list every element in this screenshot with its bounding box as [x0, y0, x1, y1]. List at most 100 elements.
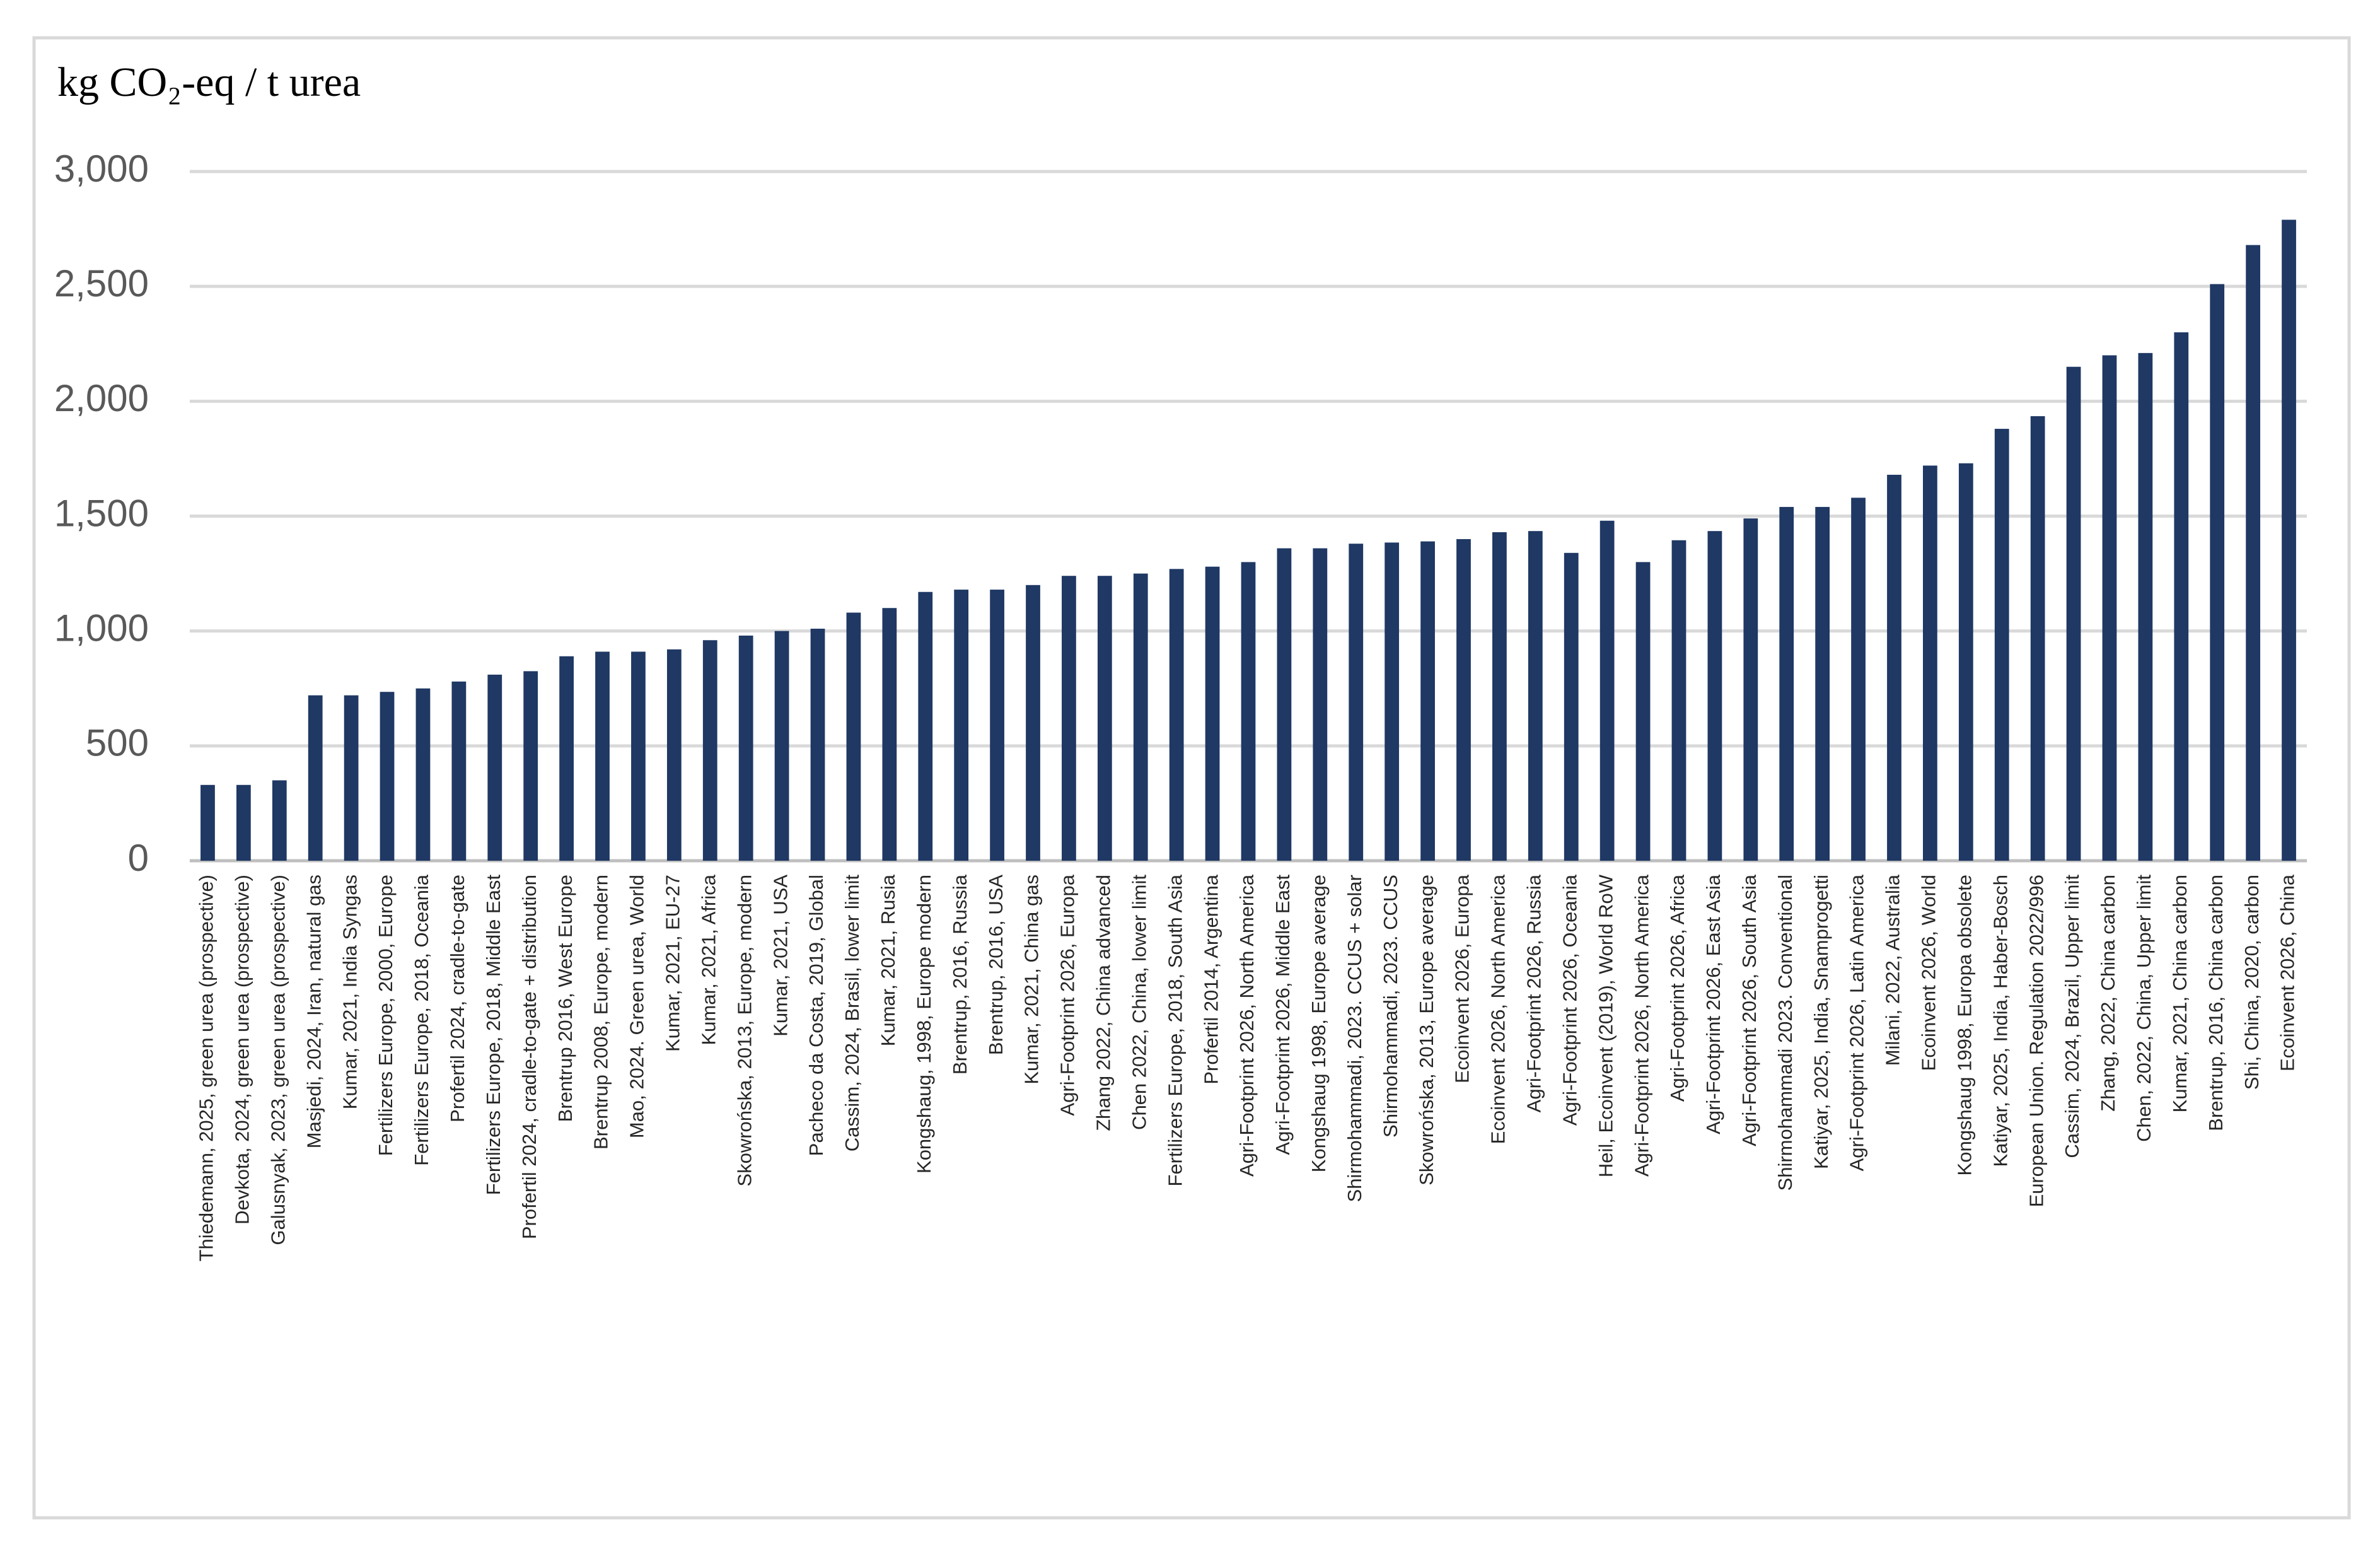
- bar: [918, 591, 933, 861]
- bar: [523, 671, 538, 861]
- bar: [1671, 540, 1686, 861]
- x-tick-label: Mao, 2024. Green urea, World: [626, 875, 648, 1138]
- bar: [774, 631, 789, 861]
- x-tick-label: Agri-Footprint 2026, Middle East: [1272, 875, 1294, 1155]
- x-tick-label: Katiyar, 2025, India, Snamprogetti: [1810, 875, 1832, 1169]
- x-tick-label: Kongshaug 1998, Europe average: [1308, 875, 1330, 1172]
- bar: [1062, 576, 1076, 861]
- bar: [1743, 518, 1758, 861]
- bar: [1456, 539, 1471, 861]
- bar: [1097, 576, 1112, 861]
- x-tick-label: Zhang 2022, China advanced: [1093, 875, 1115, 1131]
- bar: [1420, 541, 1435, 861]
- bar: [1564, 552, 1579, 861]
- bar: [1169, 569, 1184, 861]
- x-tick-label: Heil, Ecoinvent (2019), World RoW: [1594, 874, 1617, 1177]
- bar: [1815, 506, 1830, 861]
- x-tick-label: Devkota, 2024, green urea (prospective): [231, 875, 253, 1225]
- x-tick-label: Shirmohammadi, 2023. CCUS + solar: [1344, 875, 1366, 1202]
- x-tick-label: Kumar, 2021, China gas: [1021, 875, 1043, 1085]
- bar: [666, 649, 682, 861]
- x-tick-label: Agri-Footprint 2026, North America: [1236, 874, 1258, 1177]
- bar: [2102, 355, 2117, 861]
- bar: [1384, 542, 1400, 861]
- x-tick-label: Shirmohammadi 2023. Conventional: [1774, 875, 1796, 1191]
- bar: [1887, 474, 1901, 861]
- bar: [810, 629, 825, 861]
- y-tick-label: 2,000: [54, 377, 149, 419]
- x-tick-label: Kongshaug 1998, Europa obsolete: [1953, 875, 1975, 1175]
- x-tick-label: Galusnyak, 2023, green urea (prospective…: [267, 875, 289, 1245]
- x-tick-label: Fertilizers Europe, 2018, Middle East: [482, 875, 504, 1196]
- bar: [954, 590, 969, 861]
- bar: [2282, 219, 2296, 861]
- x-tick-label: Cassim, 2024, Brasil, lower limit: [841, 875, 863, 1152]
- y-tick-label: 1,000: [54, 607, 149, 649]
- y-tick-label: 0: [128, 837, 149, 879]
- bar: [380, 692, 395, 861]
- x-tick-label: Skowrońska, 2013, Europe, modern: [733, 875, 755, 1187]
- x-tick-label: Agri-Footprint 2026, Latin America: [1846, 874, 1868, 1171]
- x-tick-label: Ecoinvent 2026, Europa: [1451, 874, 1473, 1083]
- x-tick-label: Pacheco da Costa, 2019, Global: [805, 875, 827, 1156]
- x-tick-label: Fertilizers Europe, 2000, Europe: [374, 875, 397, 1156]
- y-tick-label: 1,500: [54, 492, 149, 534]
- x-tick-label: Shi, China, 2020, carbon: [2241, 875, 2263, 1090]
- bar: [2174, 332, 2189, 861]
- x-tick-label: Brentrup, 2016, Russia: [949, 874, 971, 1075]
- x-tick-label: Brentrup, 2016, China carbon: [2205, 875, 2227, 1131]
- x-tick-label: Ecoinvent 2026, World: [1918, 875, 1940, 1071]
- x-tick-label: Brentrup, 2016, USA: [985, 875, 1007, 1055]
- x-tick-label: Katiyar, 2025, India, Haber-Bosch: [1989, 875, 2011, 1167]
- bar: [990, 590, 1004, 861]
- x-tick-label: Agri-Footprint 2026, South Asia: [1738, 874, 1760, 1146]
- bar: [1241, 562, 1256, 861]
- bar: [2066, 366, 2081, 861]
- bar: [487, 674, 502, 861]
- x-tick-label: Ecoinvent 2026, China: [2277, 874, 2299, 1071]
- bar: [2246, 245, 2261, 861]
- x-tick-label: Ecoinvent 2026, North America: [1487, 874, 1509, 1144]
- bar: [2210, 284, 2225, 861]
- bar: [559, 656, 574, 861]
- bar: [1994, 429, 2009, 861]
- x-tick-label: Kumar, 2021, China carbon: [2169, 875, 2191, 1112]
- bar: [631, 651, 646, 861]
- chart-border: [32, 36, 2351, 1520]
- bar: [1133, 573, 1148, 861]
- bar: [595, 651, 610, 861]
- bar: [882, 608, 897, 861]
- bar: [272, 780, 287, 861]
- x-tick-label: Kumar, 2021, India Syngas: [339, 875, 361, 1109]
- x-tick-label: Kongshaug, 1998, Europe modern: [913, 875, 935, 1174]
- x-tick-label: Shirmohammadi, 2023. CCUS: [1379, 875, 1402, 1138]
- x-tick-label: Chen 2022, China, lower limit: [1128, 875, 1150, 1130]
- x-tick-label: Masjedi, 2024, Iran, natural gas: [303, 875, 325, 1148]
- x-tick-label: Skowrońska, 2013, Europe average: [1415, 875, 1437, 1185]
- bar: [344, 695, 359, 861]
- bar: [2138, 352, 2153, 861]
- bar: [1528, 531, 1543, 861]
- bar: [451, 681, 467, 861]
- bar: [415, 688, 431, 861]
- bar: [1958, 463, 1973, 861]
- y-tick-label: 500: [86, 722, 149, 764]
- bar: [738, 635, 753, 861]
- y-tick-label: 2,500: [54, 262, 149, 305]
- bar: [236, 784, 251, 861]
- x-tick-label: Zhang, 2022, China carbon: [2097, 875, 2119, 1112]
- x-tick-label: Brentrup 2008, Europe, modern: [590, 875, 612, 1150]
- x-tick-label: Agri-Footprint 2026, Europa: [1057, 874, 1079, 1115]
- x-tick-label: Agri-Footprint 2026, Russia: [1523, 874, 1545, 1112]
- chart-title: kg CO₂-eq / t urea: [57, 59, 361, 105]
- bar: [308, 695, 323, 861]
- bar: [1313, 548, 1328, 861]
- bar: [1635, 562, 1651, 861]
- bar: [1349, 544, 1364, 861]
- x-tick-label: Chen, 2022, China, Upper limit: [2133, 875, 2155, 1142]
- x-tick-label: Agri-Footprint 2026, North America: [1630, 874, 1652, 1177]
- bar: [1779, 506, 1794, 861]
- x-tick-label: Brentrup 2016, West Europe: [554, 875, 576, 1122]
- bar: [2030, 416, 2045, 861]
